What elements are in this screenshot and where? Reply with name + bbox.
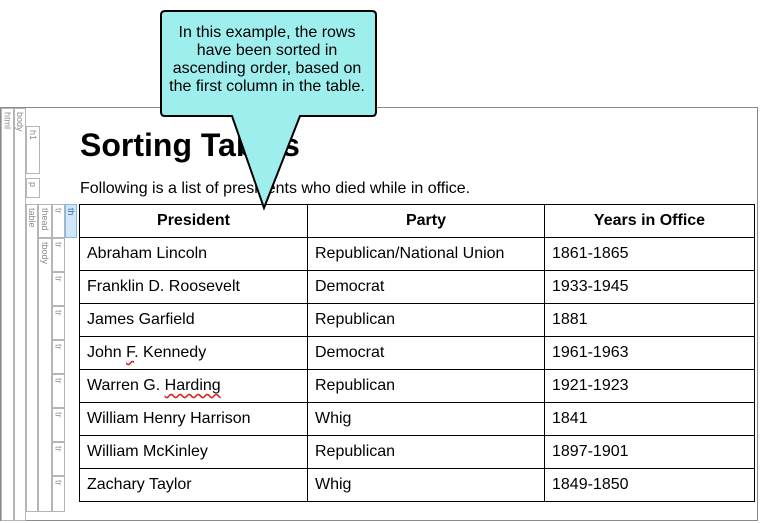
callout-text: In this example, the rows have been sort… xyxy=(169,24,365,95)
tag-thead[interactable]: thead xyxy=(38,204,52,238)
callout-shape xyxy=(160,10,377,211)
cell-years[interactable]: 1921-1923 xyxy=(544,369,755,403)
cell-party[interactable]: Republican/National Union xyxy=(307,237,545,271)
tag-tr-row[interactable]: tr xyxy=(52,476,65,512)
cell-party[interactable]: Republican xyxy=(307,435,545,469)
cell-years[interactable]: 1897-1901 xyxy=(544,435,755,469)
tag-h1[interactable]: h1 xyxy=(26,126,40,174)
table-row[interactable]: Warren G. Harding Republican 1921-1923 xyxy=(79,369,755,403)
cell-years[interactable]: 1861-1865 xyxy=(544,237,755,271)
tag-tr-row[interactable]: tr xyxy=(52,408,65,442)
presidents-table[interactable]: President Party Years in Office Abraham … xyxy=(79,204,755,502)
tag-html[interactable]: html xyxy=(1,108,14,521)
cell-party[interactable]: Republican xyxy=(307,303,545,337)
cell-president[interactable]: Abraham Lincoln xyxy=(79,237,308,271)
cell-party[interactable]: Whig xyxy=(307,468,545,502)
cell-years[interactable]: 1933-1945 xyxy=(544,270,755,304)
header-years[interactable]: Years in Office xyxy=(544,204,755,238)
tag-tr-row[interactable]: tr xyxy=(52,272,65,306)
tag-table[interactable]: table xyxy=(26,204,38,512)
cell-president[interactable]: James Garfield xyxy=(79,303,308,337)
spellcheck-text: John F. Kennedy xyxy=(87,344,207,361)
tag-body[interactable]: body xyxy=(14,108,26,521)
tag-tr-row[interactable]: tr xyxy=(52,374,65,408)
cell-president[interactable]: Franklin D. Roosevelt xyxy=(79,270,308,304)
cell-president[interactable]: Warren G. Harding xyxy=(79,369,308,403)
tag-tr-row[interactable]: tr xyxy=(52,442,65,476)
tag-tr-row[interactable]: tr xyxy=(52,238,65,272)
table-row[interactable]: William Henry Harrison Whig 1841 xyxy=(79,402,755,436)
table-header-row[interactable]: President Party Years in Office xyxy=(79,204,755,238)
tag-th-selected[interactable]: th xyxy=(65,204,77,238)
table-row[interactable]: William McKinley Republican 1897-1901 xyxy=(79,435,755,469)
cell-years[interactable]: 1849-1850 xyxy=(544,468,755,502)
tag-tr-row[interactable]: tr xyxy=(52,306,65,340)
tag-p[interactable]: p xyxy=(26,178,40,198)
cell-president[interactable]: Zachary Taylor xyxy=(79,468,308,502)
header-president[interactable]: President xyxy=(79,204,308,238)
table-row[interactable]: Franklin D. Roosevelt Democrat 1933-1945 xyxy=(79,270,755,304)
tag-tr-row[interactable]: tr xyxy=(52,340,65,374)
table-row[interactable]: Zachary Taylor Whig 1849-1850 xyxy=(79,468,755,502)
tag-tr-head[interactable]: tr xyxy=(52,204,65,238)
cell-party[interactable]: Democrat xyxy=(307,336,545,370)
spellcheck-mark: Harding xyxy=(164,377,221,394)
table-row[interactable]: Abraham Lincoln Republican/National Unio… xyxy=(79,237,755,271)
cell-party[interactable]: Republican xyxy=(307,369,545,403)
tag-tbody[interactable]: tbody xyxy=(38,238,52,512)
cell-president[interactable]: William McKinley xyxy=(79,435,308,469)
spellcheck-mark: F xyxy=(126,344,135,361)
intro-paragraph[interactable]: Following is a list of presidents who di… xyxy=(80,180,471,197)
